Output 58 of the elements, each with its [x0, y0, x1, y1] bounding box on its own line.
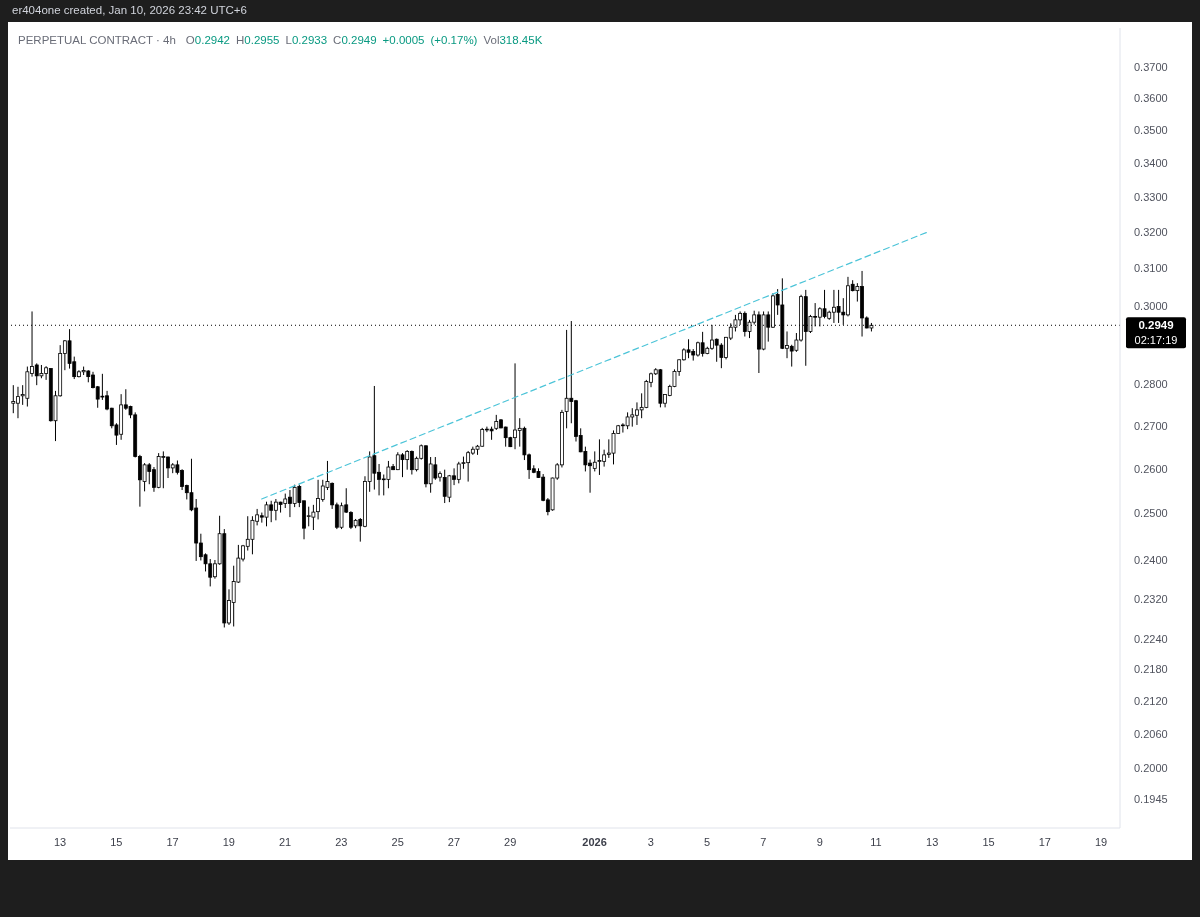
- x-tick-label: 27: [447, 836, 461, 848]
- candlestick: [611, 429, 616, 465]
- candlestick: [161, 450, 166, 489]
- candlestick: [822, 289, 827, 319]
- candlestick: [386, 460, 391, 489]
- y-tick-label: 0.2600: [1134, 462, 1168, 475]
- x-tick-label: 9: [816, 836, 823, 848]
- x-tick-label: 3: [647, 836, 654, 848]
- candlestick: [597, 438, 602, 476]
- y-tick-label: 0.3600: [1134, 91, 1168, 104]
- x-tick-label: 13: [926, 836, 939, 848]
- y-tick-label: 0.1945: [1134, 793, 1168, 806]
- text: 02:17:19: [1134, 334, 1178, 347]
- y-tick-label: 0.2500: [1134, 507, 1168, 520]
- x-tick-label: 5: [704, 836, 711, 848]
- x-tick-label: 19: [222, 836, 235, 848]
- y-tick-label: 0.3000: [1134, 299, 1168, 312]
- y-tick-label: 0.3400: [1134, 157, 1168, 170]
- x-tick-label: 29: [504, 836, 517, 848]
- candlestick: [836, 289, 841, 324]
- x-tick-label: 15: [110, 836, 123, 848]
- candlestick: [400, 452, 405, 478]
- y-tick-label: 0.3100: [1134, 262, 1168, 275]
- text: er404one created, Jan 10, 2026 23:42 UTC+6: [12, 4, 247, 16]
- candlestick: [264, 501, 269, 527]
- x-tick-label: 11: [870, 836, 882, 848]
- y-tick-label: 0.2700: [1134, 419, 1168, 432]
- x-tick-label: 13: [53, 836, 67, 848]
- y-tick-label: 0.2060: [1134, 727, 1168, 740]
- y-tick-label: 0.2120: [1134, 695, 1168, 708]
- x-tick-label: 7: [760, 836, 767, 848]
- y-tick-label: 0.2800: [1134, 378, 1168, 391]
- x-tick-label: 15: [982, 836, 995, 848]
- ref-line-label: 0.2949: [1138, 319, 1174, 332]
- y-tick-label: 0.2320: [1134, 592, 1168, 605]
- candlestick: [700, 331, 705, 358]
- y-tick-label: 0.3500: [1134, 123, 1168, 136]
- candlestick: [11, 384, 16, 414]
- x-tick-label: 23: [335, 836, 348, 848]
- y-tick-label: 0.2240: [1134, 632, 1168, 645]
- candlestick: [686, 338, 691, 359]
- candlestick: [339, 502, 344, 530]
- x-tick-label: 17: [1038, 836, 1051, 848]
- y-tick-label: 0.3200: [1134, 226, 1168, 239]
- y-tick-label: 0.3700: [1134, 60, 1168, 73]
- text: PERPETUAL CONTRACT · 4h: [18, 34, 176, 46]
- x-tick-label: 19: [1094, 836, 1108, 848]
- y-tick-label: 0.2180: [1134, 663, 1168, 676]
- y-tick-label: 0.2000: [1134, 761, 1168, 774]
- x-tick-label: 17: [166, 836, 179, 848]
- candlestick: [592, 450, 597, 472]
- x-tick-label: 21: [278, 836, 292, 848]
- x-tick-label: 2026: [582, 836, 607, 848]
- x-tick-label: 25: [391, 836, 404, 848]
- y-tick-label: 0.2400: [1134, 553, 1168, 566]
- candlestick: [372, 385, 377, 491]
- y-tick-label: 0.3300: [1134, 191, 1168, 204]
- text: O0.2942 H0.2955 L0.2933 C0.2949 +0.0005 (+0.17%) Vol318.45K: [185, 34, 543, 46]
